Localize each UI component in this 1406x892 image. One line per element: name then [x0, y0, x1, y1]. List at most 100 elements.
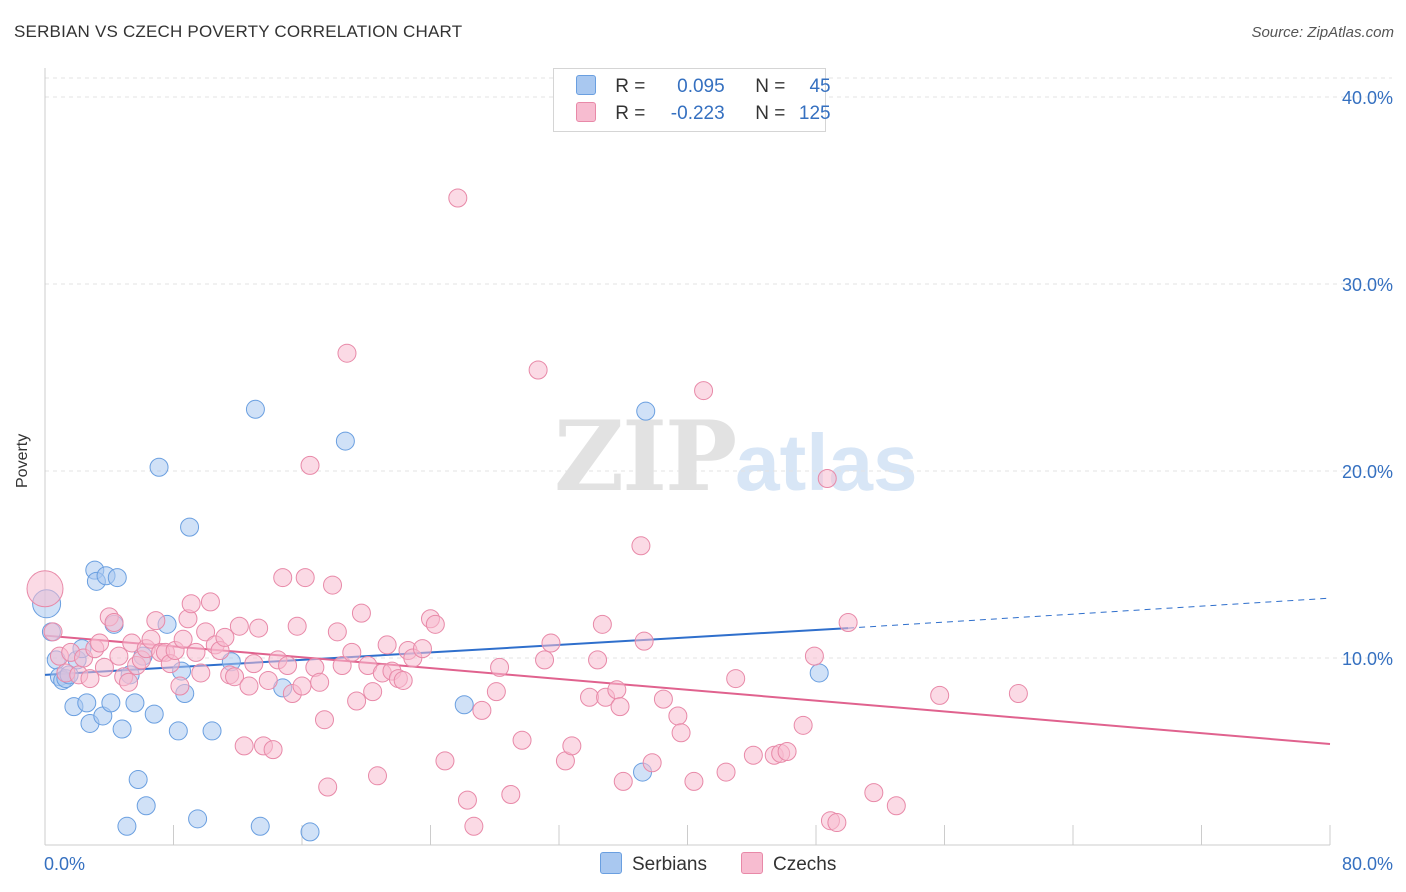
point-czech [562, 736, 582, 756]
point-czech [314, 710, 334, 730]
point-czech [337, 343, 357, 363]
point-czech [225, 667, 245, 687]
point-czech [287, 616, 307, 636]
trend-line-serbians-extension [848, 597, 1331, 629]
legend-r-label: R = [615, 76, 646, 97]
x-tick-label: 80.0% [1342, 854, 1393, 874]
point-czech [1008, 684, 1028, 704]
point-czech [377, 635, 397, 655]
point-czech [26, 570, 64, 608]
point-serbian [144, 704, 164, 724]
point-czech [512, 730, 532, 750]
point-serbian [112, 719, 132, 739]
point-czech [528, 360, 548, 380]
point-czech [694, 381, 714, 401]
point-czech [141, 629, 161, 649]
chart-title: SERBIAN VS CZECH POVERTY CORRELATION CHA… [14, 22, 463, 41]
point-czech [263, 740, 283, 760]
point-czech [838, 612, 858, 632]
bottom-legend-swatch-serbians [600, 852, 622, 874]
point-czech [613, 771, 633, 791]
point-czech [743, 745, 763, 765]
point-czech [104, 612, 124, 632]
point-serbian [107, 568, 127, 588]
point-czech [300, 455, 320, 475]
legend-n-value: 125 [798, 103, 831, 124]
point-czech [109, 646, 129, 666]
point-serbian [77, 693, 97, 713]
point-czech [351, 603, 371, 623]
bottom-legend-czechs: Czechs [741, 852, 836, 876]
point-czech [367, 766, 387, 786]
point-serbian [149, 457, 169, 477]
point-czech [535, 650, 555, 670]
legend-n-label: N = [755, 103, 786, 124]
legend-r-value: -0.223 [670, 103, 725, 124]
point-czech [170, 676, 190, 696]
legend-n-value: 45 [809, 76, 831, 97]
legend-row-serbians: R = 0.095 N = 45 [576, 75, 831, 101]
point-czech [671, 723, 691, 743]
point-czech [234, 736, 254, 756]
point-czech [80, 669, 100, 689]
y-tick-label: 20.0% [1342, 462, 1393, 482]
point-czech [777, 742, 797, 761]
point-czech [90, 633, 110, 653]
bottom-legend-label: Serbians [632, 854, 707, 875]
point-czech [448, 188, 468, 208]
point-czech [215, 627, 235, 647]
point-serbian [168, 721, 188, 741]
point-czech [490, 657, 510, 677]
legend-r-value: 0.095 [677, 76, 725, 97]
point-czech [327, 622, 347, 642]
point-czech [273, 568, 293, 588]
point-czech [146, 611, 166, 631]
point-czech [181, 594, 201, 614]
point-serbian [202, 721, 222, 741]
point-czech [43, 622, 63, 642]
point-czech [631, 536, 651, 556]
point-czech [653, 689, 673, 709]
point-serbian [128, 770, 148, 790]
point-czech [607, 680, 627, 700]
point-czech [793, 715, 813, 735]
point-czech [588, 650, 608, 670]
point-czech [239, 676, 259, 696]
point-czech [457, 790, 477, 810]
point-czech [191, 663, 211, 683]
point-czech [634, 631, 654, 651]
point-czech [173, 629, 193, 649]
point-czech [435, 751, 455, 771]
point-czech [472, 700, 492, 720]
point-czech [580, 687, 600, 707]
point-czech [501, 785, 521, 805]
point-czech [817, 468, 837, 488]
point-czech [318, 777, 338, 797]
point-czech [804, 646, 824, 666]
bottom-legend-serbians: Serbians [600, 852, 707, 876]
source-credit: Source: ZipAtlas.com [1251, 24, 1394, 41]
point-czech [196, 622, 216, 642]
point-czech [425, 614, 445, 634]
point-czech [363, 682, 383, 702]
point-czech [323, 575, 343, 595]
point-czech [258, 670, 278, 690]
point-czech [342, 642, 362, 662]
point-czech [610, 697, 630, 717]
point-serbian [335, 431, 355, 451]
point-czech [347, 691, 367, 711]
legend-r-label: R = [615, 103, 646, 124]
y-tick-label: 40.0% [1342, 88, 1393, 108]
point-czech [930, 685, 950, 705]
legend-swatch-serbians [576, 75, 596, 95]
point-serbian [245, 399, 265, 419]
point-czech [886, 796, 906, 816]
point-czech [684, 771, 704, 791]
point-czech [486, 682, 506, 702]
point-czech [249, 618, 269, 638]
watermark-atlas: atlas [735, 418, 918, 507]
point-czech [310, 672, 330, 692]
point-serbian [636, 401, 656, 421]
point-czech [726, 669, 746, 689]
point-czech [642, 753, 662, 773]
